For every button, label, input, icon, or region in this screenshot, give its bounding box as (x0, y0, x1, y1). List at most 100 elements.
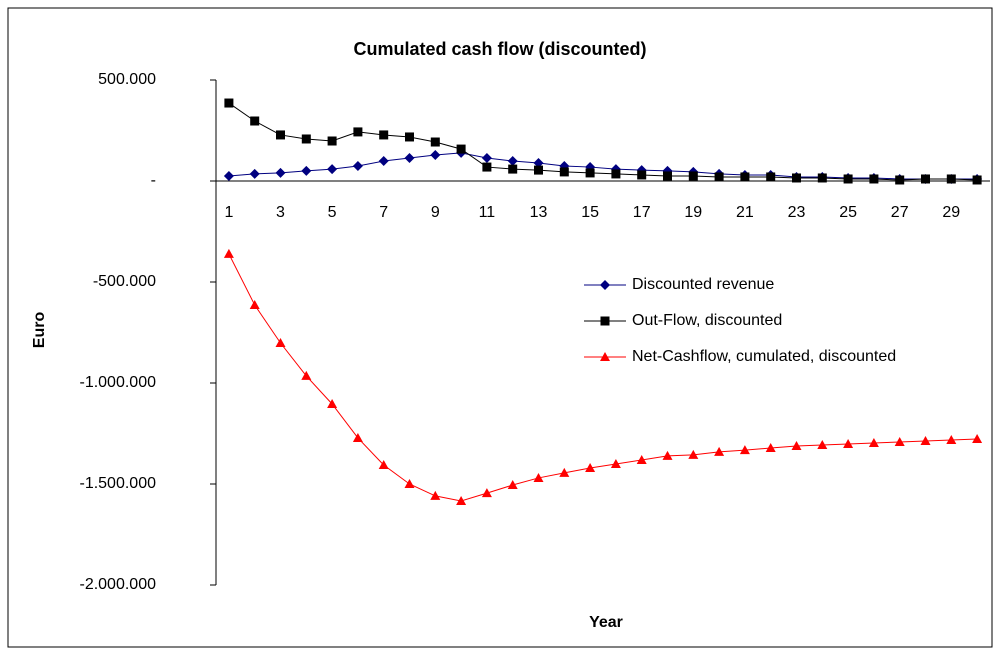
point (404, 479, 415, 488)
point (250, 116, 260, 126)
x-tick-label: 9 (431, 204, 440, 221)
point (404, 152, 415, 163)
point (843, 174, 853, 184)
point (327, 136, 337, 146)
point (456, 144, 466, 154)
x-tick-label: 29 (942, 204, 960, 221)
point (275, 338, 286, 348)
point (765, 443, 776, 453)
point (894, 436, 905, 446)
point (223, 248, 234, 258)
point (301, 134, 311, 144)
x-tick-label: 11 (479, 204, 496, 221)
point (868, 437, 879, 447)
legend-label: Net-Cashflow, cumulated, discounted (632, 348, 896, 365)
point (600, 280, 610, 290)
y-tick-label: -1.000.000 (79, 374, 156, 391)
point (817, 440, 828, 450)
point (895, 175, 905, 185)
y-tick-label: 500.000 (98, 71, 156, 88)
point (352, 432, 363, 442)
chart-frame (7, 7, 993, 648)
chart-title: Cumulated cash flow (discounted) (353, 39, 646, 59)
point (481, 488, 492, 498)
x-tick-label: 3 (276, 204, 285, 221)
point (610, 459, 621, 469)
point (456, 495, 467, 505)
point (740, 172, 750, 182)
x-tick-label: 15 (581, 204, 599, 221)
point (600, 316, 610, 326)
x-tick-label: 13 (530, 204, 548, 221)
point (585, 463, 596, 473)
point (249, 300, 260, 310)
point (353, 127, 363, 137)
point (972, 433, 983, 443)
point (507, 156, 518, 167)
point (276, 130, 285, 140)
y-tick-label: - (151, 172, 156, 189)
point (817, 173, 827, 183)
point (714, 446, 725, 456)
point (405, 132, 414, 142)
point (223, 170, 234, 181)
x-tick-label: 21 (736, 204, 754, 221)
point (327, 399, 338, 409)
y-tick-label: -500.000 (93, 273, 156, 290)
point (688, 171, 698, 181)
point (946, 434, 957, 444)
point (378, 156, 389, 167)
x-tick-label: 17 (633, 204, 651, 221)
x-tick-label: 7 (379, 204, 388, 221)
point (611, 169, 621, 179)
point (600, 352, 610, 361)
point (378, 460, 389, 470)
point (739, 445, 750, 455)
legend-label: Discounted revenue (632, 276, 774, 293)
point (327, 164, 338, 175)
x-tick-label: 19 (684, 204, 702, 221)
point (843, 439, 854, 449)
point (249, 168, 260, 179)
point (481, 152, 492, 163)
x-tick-label: 25 (839, 204, 857, 221)
point (946, 174, 956, 184)
point (791, 441, 802, 451)
point (352, 161, 363, 172)
point (507, 480, 518, 490)
point (430, 137, 440, 147)
x-tick-label: 23 (788, 204, 806, 221)
point (224, 98, 234, 108)
point (688, 449, 699, 459)
point (275, 167, 286, 178)
point (637, 170, 647, 180)
point (585, 168, 595, 178)
point (482, 162, 492, 172)
point (534, 165, 543, 175)
point (920, 435, 931, 445)
y-tick-label: -1.500.000 (79, 475, 156, 492)
y-tick-label: -2.000.000 (79, 576, 156, 593)
point (663, 171, 672, 181)
point (662, 450, 673, 460)
point (972, 175, 982, 185)
point (766, 172, 776, 182)
point (559, 167, 569, 177)
point (430, 490, 441, 500)
point (533, 472, 544, 482)
x-axis-title: Year (589, 614, 623, 631)
point (559, 467, 570, 477)
y-axis-title: Euro (31, 312, 48, 349)
point (636, 454, 647, 464)
x-tick-label: 5 (328, 204, 337, 221)
point (430, 149, 441, 160)
point (508, 164, 518, 174)
point (792, 173, 801, 183)
x-tick-label: 27 (891, 204, 909, 221)
point (379, 130, 389, 140)
point (714, 172, 724, 182)
x-tick-label: 1 (224, 204, 233, 221)
point (301, 370, 312, 380)
point (533, 158, 544, 169)
